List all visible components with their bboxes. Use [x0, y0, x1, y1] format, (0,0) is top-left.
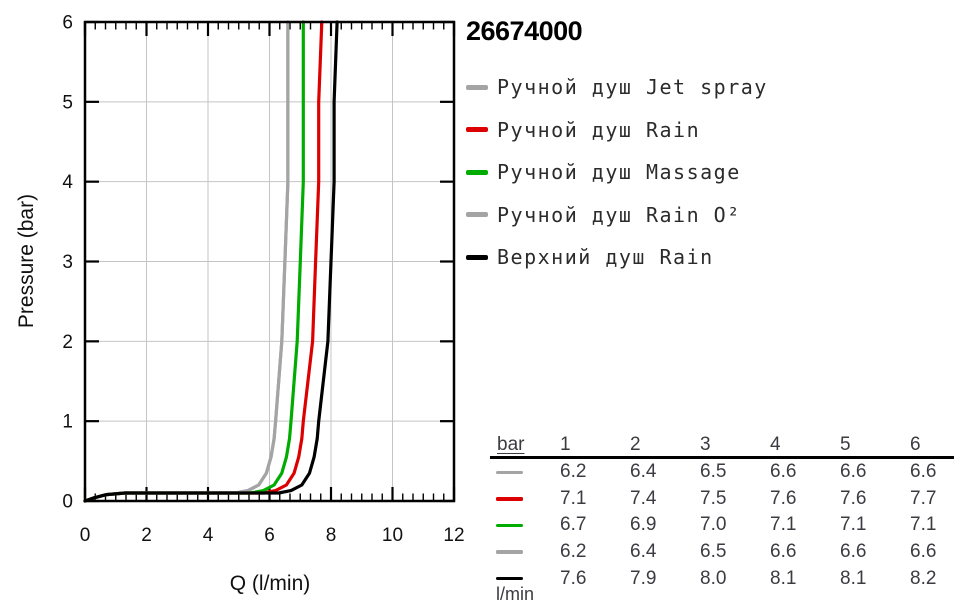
legend-swatch-icon — [466, 212, 488, 218]
table-col-header: 6 — [910, 434, 921, 455]
series-swatch-icon — [496, 470, 523, 475]
flow-value: 7.1 — [560, 487, 587, 509]
series-swatch-icon — [496, 497, 523, 501]
product-number-title: 26674000 — [466, 16, 583, 46]
legend: Ручной душ Jet spray Ручной душ Rain Руч… — [466, 66, 768, 279]
flow-value: 6.4 — [630, 461, 657, 483]
flow-value: 7.1 — [910, 514, 937, 536]
flow-value: 7.5 — [700, 487, 727, 509]
table-row: 6.2 6.4 6.5 6.6 6.6 6.6 — [490, 459, 954, 486]
legend-item: Ручной душ Rain O² — [466, 194, 768, 237]
table-unit-lmin: l/min — [496, 584, 535, 604]
flow-value: 8.1 — [840, 567, 867, 589]
x-tick-label: 10 — [382, 525, 403, 546]
flow-value: 6.5 — [700, 541, 727, 563]
flow-value: 7.1 — [840, 514, 867, 536]
table-col-header: 4 — [770, 434, 781, 455]
x-tick-label: 12 — [443, 525, 464, 546]
legend-label: Ручной душ Jet spray — [497, 75, 768, 100]
flow-value: 7.7 — [910, 487, 937, 509]
flow-value: 7.6 — [560, 567, 587, 589]
table-unit-bar: bar — [497, 434, 525, 455]
y-tick-label: 4 — [62, 172, 73, 193]
table-row: 7.1 7.4 7.5 7.6 7.6 7.7 — [490, 486, 954, 513]
y-tick-label: 0 — [62, 492, 73, 513]
flow-value: 7.9 — [630, 567, 657, 589]
x-tick-label: 8 — [326, 525, 337, 546]
series-swatch-icon — [496, 523, 523, 528]
x-tick-label: 0 — [80, 525, 91, 546]
series-swatch-icon — [496, 576, 523, 581]
table-row: 6.2 6.4 6.5 6.6 6.6 6.6 — [490, 539, 954, 566]
x-axis-label: Q (l/min) — [229, 572, 311, 595]
y-tick-label: 3 — [62, 252, 73, 273]
y-tick-label: 6 — [62, 13, 73, 34]
series-curve — [83, 20, 339, 503]
legend-item: Ручной душ Jet spray — [466, 66, 768, 109]
flow-value: 8.2 — [910, 567, 937, 589]
flow-value: 6.6 — [840, 541, 867, 563]
flow-value: 6.6 — [770, 461, 797, 483]
x-tick-label: 2 — [141, 525, 152, 546]
x-tick-label: 4 — [203, 525, 214, 546]
y-axis-label: Pressure (bar) — [15, 193, 38, 329]
flow-value: 7.4 — [630, 487, 657, 509]
flow-value: 6.6 — [770, 541, 797, 563]
table-header-row: bar 1 2 3 4 5 6 — [490, 433, 954, 459]
y-tick-label: 2 — [62, 332, 73, 353]
flow-rate-table: bar 1 2 3 4 5 6 6.2 6.4 6.5 6.6 6.6 6.6 … — [490, 433, 954, 592]
legend-item: Ручной душ Massage — [466, 151, 768, 194]
legend-label: Ручной душ Rain — [497, 117, 701, 142]
flow-value: 8.1 — [770, 567, 797, 589]
y-tick-label: 1 — [62, 412, 73, 433]
flow-value: 6.5 — [700, 461, 727, 483]
legend-swatch-icon — [466, 169, 488, 175]
table-row: 7.6 7.9 8.0 8.1 8.1 8.2 — [490, 565, 954, 592]
flow-value: 7.6 — [840, 487, 867, 509]
flow-value: 6.2 — [560, 541, 587, 563]
flow-value: 7.6 — [770, 487, 797, 509]
legend-label: Верхний душ Rain — [497, 245, 714, 270]
flow-value: 6.6 — [910, 461, 937, 483]
series-swatch-icon — [496, 550, 523, 554]
table-row: 6.7 6.9 7.0 7.1 7.1 7.1 — [490, 512, 954, 539]
flow-value: 6.4 — [630, 541, 657, 563]
table-col-header: 3 — [700, 434, 711, 455]
flow-value: 7.1 — [770, 514, 797, 536]
flow-value: 6.9 — [630, 514, 657, 536]
x-tick-label: 6 — [264, 525, 275, 546]
flow-value: 6.6 — [840, 461, 867, 483]
table-col-header: 2 — [630, 434, 641, 455]
legend-label: Ручной душ Rain O² — [497, 202, 741, 227]
legend-item: Ручной душ Rain — [466, 109, 768, 152]
flow-value: 6.2 — [560, 461, 587, 483]
y-tick-label: 5 — [62, 92, 73, 113]
flow-value: 6.6 — [910, 541, 937, 563]
legend-swatch-icon — [466, 254, 488, 260]
legend-label: Ручной душ Massage — [497, 160, 741, 185]
legend-swatch-icon — [466, 127, 488, 133]
plot-frame — [83, 20, 456, 503]
flow-value: 6.7 — [560, 514, 587, 536]
table-col-header: 5 — [840, 434, 851, 455]
table-col-header: 1 — [560, 434, 571, 455]
flow-value: 8.0 — [700, 567, 727, 589]
legend-item: Верхний душ Rain — [466, 236, 768, 279]
legend-swatch-icon — [466, 84, 488, 90]
flow-value: 7.0 — [700, 514, 727, 536]
